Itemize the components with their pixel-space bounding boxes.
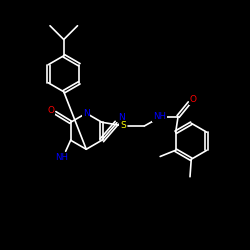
Text: O: O <box>47 106 54 115</box>
Text: NH: NH <box>55 152 68 162</box>
Text: O: O <box>190 95 196 104</box>
Text: NH: NH <box>153 112 166 121</box>
Text: N: N <box>83 109 89 118</box>
Text: S: S <box>120 122 126 130</box>
Text: N: N <box>118 113 125 122</box>
